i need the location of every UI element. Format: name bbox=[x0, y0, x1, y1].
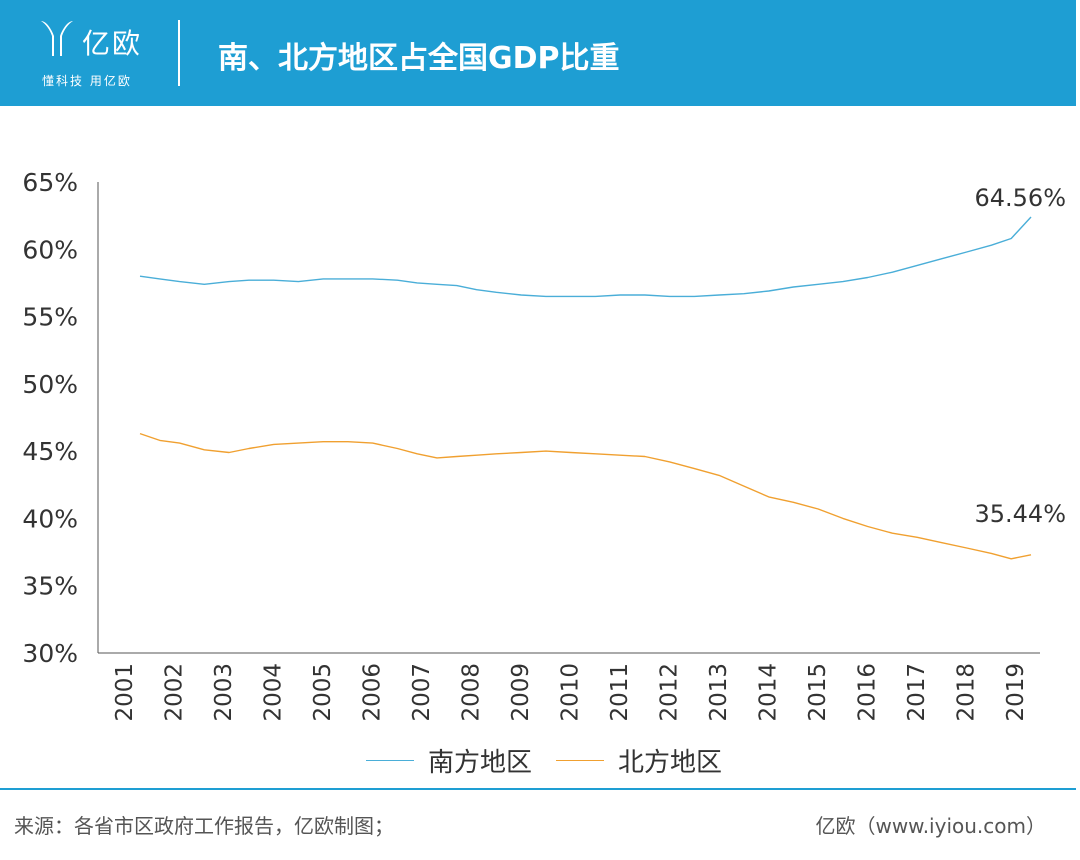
logo-name: 亿欧 bbox=[82, 27, 143, 60]
page-title: 南、北方地区占全国GDP比重 bbox=[218, 41, 620, 76]
brand-url: 亿欧（www.iyiou.com） bbox=[815, 814, 1046, 838]
header-banner: 亿欧 懂科技 用亿欧 南、北方地区占全国GDP比重 bbox=[0, 0, 1076, 106]
line-chart: 30%35%40%45%50%55%60%65% 2001 2002 2003 200… bbox=[22, 168, 1066, 722]
y-tick-label: 30% bbox=[22, 639, 78, 668]
y-tick-label: 65% bbox=[22, 168, 78, 197]
logo-y-icon bbox=[41, 21, 73, 56]
legend-item-north: 北方地区 bbox=[556, 742, 722, 779]
legend-item-south: 南方地区 bbox=[366, 742, 532, 779]
end-label-layer: 64.56% 35.44% bbox=[974, 184, 1066, 528]
y-tick-label: 55% bbox=[22, 303, 78, 332]
x-tick-label: 2017 bbox=[904, 663, 930, 722]
x-tick-label: 2015 bbox=[805, 663, 831, 722]
x-tick-label: 2001 bbox=[112, 663, 138, 722]
x-tick-label: 2018 bbox=[954, 663, 980, 722]
x-tick-label: 2011 bbox=[607, 663, 633, 722]
x-tick-label: 2019 bbox=[1003, 663, 1029, 722]
end-label-south: 64.56% bbox=[974, 184, 1066, 212]
header-divider bbox=[178, 20, 180, 86]
y-tick-label: 60% bbox=[22, 235, 78, 264]
x-tick-label: 2003 bbox=[211, 663, 237, 722]
x-tick-label: 2012 bbox=[657, 663, 683, 722]
y-tick-label: 45% bbox=[22, 437, 78, 466]
x-tick-label: 2006 bbox=[360, 663, 386, 722]
logo-tagline: 懂科技 用亿欧 bbox=[42, 74, 132, 88]
y-axis: 30% 35% 40% 45% 50% 55% 60% 65% bbox=[22, 168, 99, 668]
legend-label-north: 北方地区 bbox=[618, 747, 723, 778]
series-line-south bbox=[139, 216, 1032, 298]
legend-label-south: 南方地区 bbox=[428, 747, 533, 778]
y-tick-label: 40% bbox=[22, 504, 78, 533]
x-tick-label: 2005 bbox=[310, 663, 336, 722]
series-layer bbox=[139, 216, 1032, 560]
x-tick-label: 2016 bbox=[855, 663, 881, 722]
y-tick-label: 50% bbox=[22, 370, 78, 399]
x-tick-label: 2007 bbox=[409, 663, 435, 722]
x-tick-label: 2009 bbox=[508, 663, 534, 722]
series-line-north bbox=[139, 432, 1032, 560]
x-tick-label: 2002 bbox=[162, 663, 188, 722]
x-tick-label: 2014 bbox=[756, 663, 782, 722]
legend-swatch-north bbox=[556, 759, 605, 761]
brand-logo: 亿欧 懂科技 用亿欧 bbox=[38, 16, 158, 96]
x-axis: 2001 2002 2003 2004 2005 2006 2007 2008 2009 2010… bbox=[98, 652, 1040, 722]
chart-legend: 南方地区 北方地区 bbox=[366, 742, 746, 778]
y-tick-label: 35% bbox=[22, 572, 78, 601]
end-label-north: 35.44% bbox=[974, 500, 1066, 528]
x-tick-label: 2004 bbox=[261, 663, 287, 722]
x-tick-label: 2010 bbox=[558, 663, 584, 722]
source-note: 来源：各省市区政府工作报告，亿欧制图； bbox=[14, 814, 394, 838]
legend-swatch-south bbox=[366, 759, 414, 761]
footer-rule bbox=[0, 788, 1076, 790]
x-tick-label: 2013 bbox=[706, 663, 732, 722]
x-tick-label: 2008 bbox=[459, 663, 485, 722]
